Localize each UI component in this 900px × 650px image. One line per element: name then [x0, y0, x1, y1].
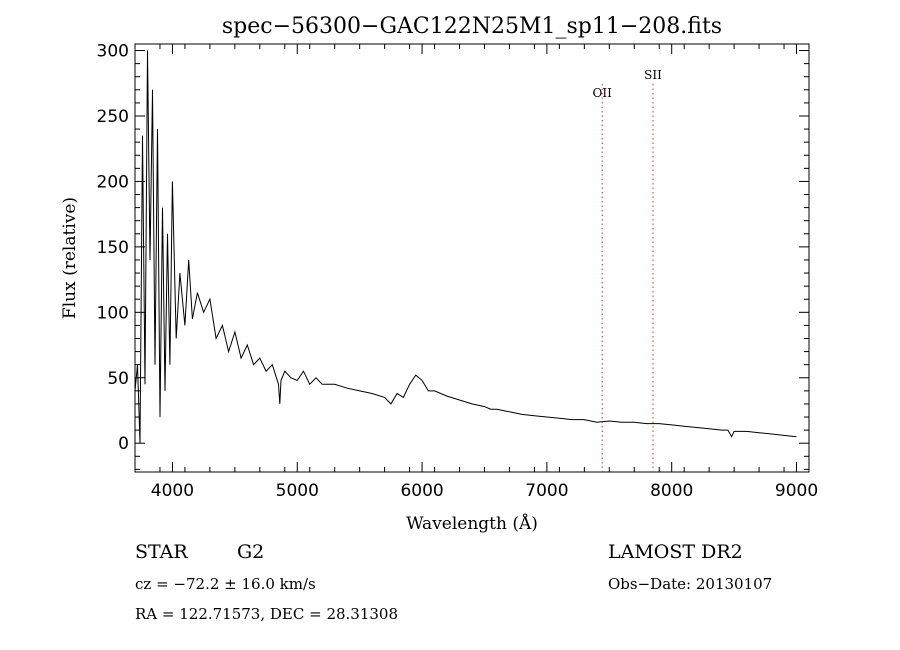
- x-tick-label: 7000: [525, 481, 568, 501]
- y-axis-label: Flux (relative): [60, 197, 80, 319]
- x-axis-label: Wavelength (Å): [406, 513, 538, 534]
- coordinates: RA = 122.71573, DEC = 28.31308: [135, 605, 399, 623]
- y-tick-label: 150: [97, 238, 129, 258]
- obs-date: Obs−Date: 20130107: [608, 575, 773, 593]
- y-tick-label: 300: [97, 42, 129, 62]
- emission-lines: OII SII: [593, 68, 662, 472]
- y-tick-label: 0: [118, 434, 129, 454]
- emission-line-label: OII: [593, 86, 613, 100]
- x-tick-label: 5000: [276, 481, 319, 501]
- y-tick-label: 250: [97, 107, 129, 127]
- redshift-text: cz = −72.2 ± 16.0 km/s: [135, 575, 316, 593]
- plot-frame: [134, 43, 810, 473]
- subclass: G2: [237, 541, 265, 563]
- survey-name: LAMOST DR2: [608, 541, 743, 563]
- emission-line-label: SII: [644, 68, 662, 82]
- spectrum-line: [134, 50, 797, 444]
- y-tick-label: 50: [107, 369, 129, 389]
- x-tick-label: 4000: [151, 481, 194, 501]
- chart-title: spec−56300−GAC122N25M1_sp11−208.fits: [222, 14, 722, 39]
- object-type: STAR: [135, 541, 188, 563]
- x-tick-label: 9000: [775, 481, 818, 501]
- y-tick-label: 100: [97, 303, 129, 323]
- y-tick-label: 200: [97, 172, 129, 192]
- x-tick-label: 8000: [650, 481, 693, 501]
- x-tick-label: 6000: [400, 481, 443, 501]
- axis-ticks: 4000 5000 6000 7000 8000 9000 0 50 100 150 200 250 3…: [97, 42, 819, 501]
